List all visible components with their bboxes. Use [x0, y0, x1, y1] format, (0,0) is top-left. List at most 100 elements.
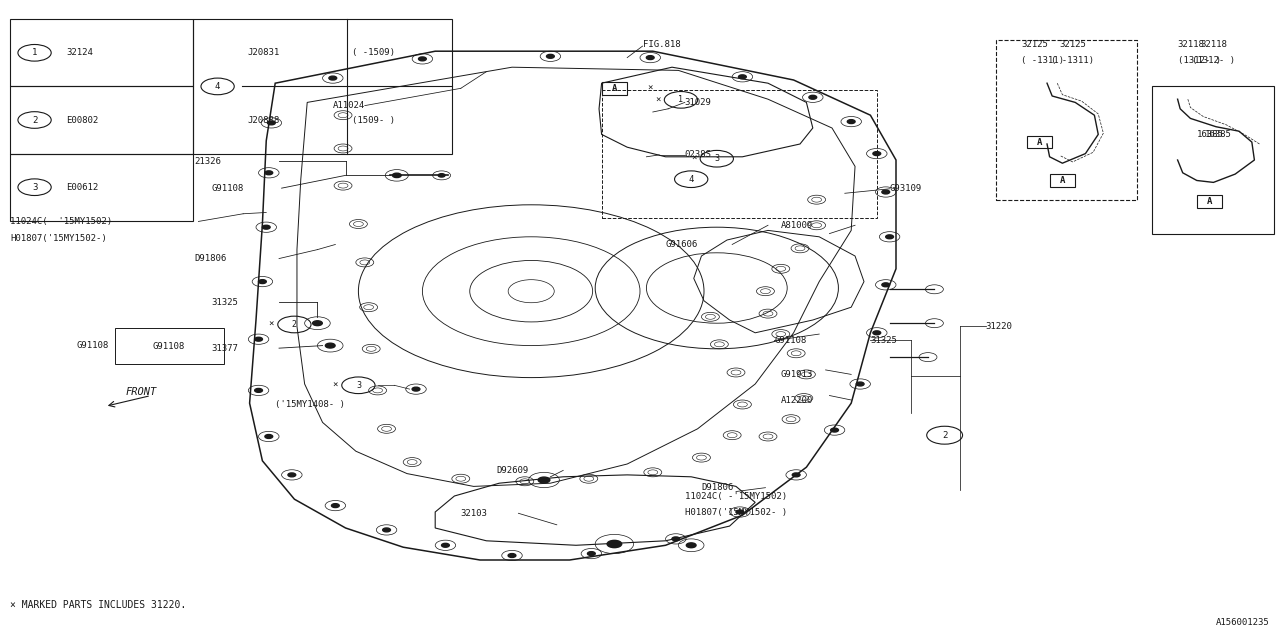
Circle shape [792, 473, 800, 477]
Text: H01807('15MY1502- ): H01807('15MY1502- ) [685, 508, 787, 516]
Circle shape [329, 76, 337, 80]
Text: G93109: G93109 [890, 184, 922, 193]
Bar [1027, 136, 1052, 148]
Bar [10, 86, 193, 154]
Text: 2: 2 [942, 431, 947, 440]
Text: G91108: G91108 [211, 184, 243, 193]
Text: (1312- ): (1312- ) [1192, 56, 1235, 65]
Text: 1: 1 [32, 48, 37, 58]
Circle shape [412, 387, 420, 391]
Text: ×: × [648, 84, 653, 93]
Circle shape [312, 321, 323, 326]
Text: 31325: 31325 [870, 336, 897, 345]
Text: 3: 3 [714, 154, 719, 163]
Circle shape [739, 75, 746, 79]
Bar [115, 328, 224, 364]
Bar [10, 154, 193, 221]
Circle shape [882, 190, 890, 194]
Circle shape [438, 173, 445, 177]
Text: FRONT: FRONT [125, 387, 156, 397]
Text: 2: 2 [32, 115, 37, 125]
Circle shape [686, 543, 696, 548]
Text: J20888: J20888 [247, 115, 279, 125]
Circle shape [259, 280, 266, 284]
Circle shape [332, 504, 339, 508]
Bar [602, 82, 627, 95]
Text: 2: 2 [292, 320, 297, 329]
Text: (1312- ): (1312- ) [1178, 56, 1221, 65]
Circle shape [383, 528, 390, 532]
Circle shape [646, 56, 654, 60]
Text: A12200: A12200 [781, 396, 813, 404]
Text: 11024C( -'15MY1502): 11024C( -'15MY1502) [685, 492, 787, 500]
Circle shape [419, 57, 426, 61]
Circle shape [508, 554, 516, 557]
Circle shape [393, 173, 401, 177]
Text: 32118: 32118 [1178, 40, 1204, 49]
Text: 4: 4 [689, 175, 694, 184]
Text: 16385: 16385 [1197, 130, 1224, 139]
Text: FIG.818: FIG.818 [643, 40, 680, 49]
Circle shape [255, 388, 262, 392]
Circle shape [672, 537, 680, 541]
Text: A: A [1037, 138, 1042, 147]
Text: A: A [1060, 176, 1065, 185]
Text: ×: × [269, 320, 274, 329]
Circle shape [547, 54, 554, 58]
Text: 3: 3 [32, 182, 37, 192]
Text: 0238S: 0238S [685, 150, 712, 159]
Circle shape [736, 510, 744, 514]
Text: ( -1509): ( -1509) [352, 48, 396, 58]
Text: 31029: 31029 [685, 98, 712, 107]
Bar [193, 19, 452, 154]
Text: D92609: D92609 [497, 466, 529, 475]
Text: × MARKED PARTS INCLUDES 31220.: × MARKED PARTS INCLUDES 31220. [10, 600, 187, 610]
Text: A156001235: A156001235 [1216, 618, 1270, 627]
Text: 16385: 16385 [1206, 130, 1231, 139]
Circle shape [265, 171, 273, 175]
Text: 32118: 32118 [1201, 40, 1226, 49]
Text: 32125: 32125 [1021, 40, 1048, 49]
Text: 1: 1 [678, 95, 684, 104]
Circle shape [847, 120, 855, 124]
Circle shape [588, 552, 595, 556]
Text: 32124: 32124 [67, 48, 93, 58]
Circle shape [856, 382, 864, 386]
Text: H01807('15MY1502-): H01807('15MY1502-) [10, 234, 108, 243]
Text: G91913: G91913 [781, 370, 813, 379]
Text: A: A [612, 84, 617, 93]
Text: G91108: G91108 [774, 336, 806, 345]
Text: G91606: G91606 [666, 240, 698, 249]
Circle shape [538, 477, 550, 483]
Bar [1152, 86, 1274, 234]
Text: ('15MY1408- ): ('15MY1408- ) [275, 400, 346, 409]
Circle shape [607, 540, 622, 548]
Text: A11024: A11024 [333, 101, 365, 110]
Text: 31377: 31377 [211, 344, 238, 353]
Text: 31220: 31220 [986, 322, 1012, 331]
Circle shape [268, 121, 275, 125]
Text: 32103: 32103 [461, 509, 488, 518]
Circle shape [831, 428, 838, 432]
Circle shape [265, 435, 273, 438]
Text: G91108: G91108 [152, 342, 186, 351]
Text: ×: × [333, 381, 338, 390]
Text: A81009: A81009 [781, 221, 813, 230]
Circle shape [262, 225, 270, 229]
Text: 11024C( -'15MY1502): 11024C( -'15MY1502) [10, 217, 113, 226]
Bar [10, 19, 193, 86]
Circle shape [882, 283, 890, 287]
Circle shape [288, 473, 296, 477]
Text: 3: 3 [356, 381, 361, 390]
Circle shape [873, 331, 881, 335]
Text: J20831: J20831 [247, 48, 279, 58]
Bar [1050, 174, 1075, 187]
Text: 4: 4 [215, 82, 220, 91]
Bar [1197, 195, 1222, 208]
Circle shape [886, 235, 893, 239]
Text: (1509- ): (1509- ) [352, 115, 396, 125]
Text: E00802: E00802 [67, 115, 99, 125]
Text: A: A [1207, 197, 1212, 206]
Text: ( -1311): ( -1311) [1051, 56, 1094, 65]
Text: 31325: 31325 [211, 298, 238, 307]
